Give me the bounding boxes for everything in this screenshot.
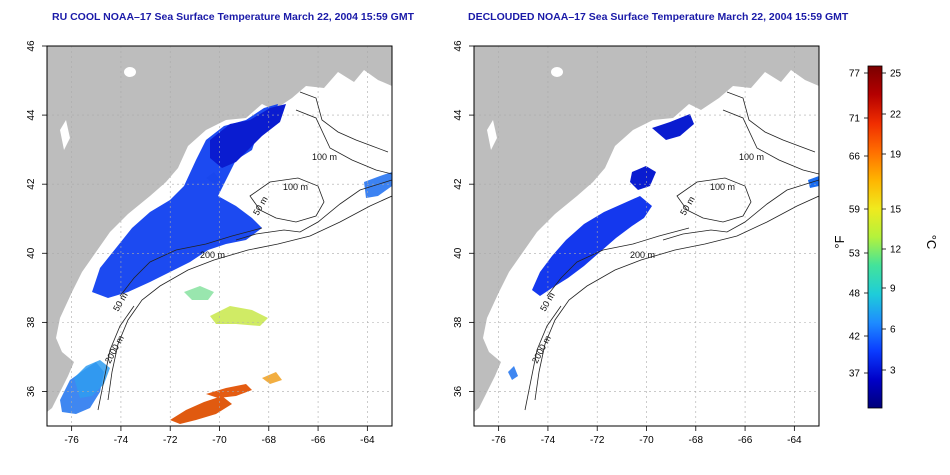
left-axis-ticks: -76 -74 -72 -70 -68 -66 -64 36 38 40 42 44 46 — [26, 40, 375, 446]
lon-tick-label: -66 — [311, 435, 326, 446]
left-sst-warm-red-2 — [206, 384, 252, 398]
left-sst-warm-yellow — [210, 306, 268, 326]
lon-tick-label: -74 — [541, 435, 556, 446]
celsius-tick-label: 25 — [890, 69, 902, 80]
left-panel-title: RU COOL NOAA–17 Sea Surface Temperature … — [52, 11, 415, 23]
right-contour-label: 200 m — [630, 250, 655, 260]
lat-tick-label: 42 — [26, 178, 37, 190]
lat-tick-label: 38 — [26, 316, 37, 328]
fahrenheit-tick-label: 53 — [849, 249, 861, 260]
fahrenheit-label: °F — [832, 235, 847, 248]
celsius-tick-label: 19 — [890, 150, 902, 161]
right-panel-title: DECLOUDED NOAA–17 Sea Surface Temperatur… — [468, 11, 849, 23]
left-sst-warm-orange — [262, 372, 282, 384]
left-lake — [124, 67, 136, 77]
lat-tick-label: 36 — [26, 385, 37, 397]
right-contour-label: 100 m — [739, 152, 764, 162]
celsius-label: °C — [924, 235, 939, 250]
left-sst-east — [364, 172, 392, 198]
lon-tick-label: -76 — [491, 435, 506, 446]
left-sst-coastal-2 — [74, 360, 110, 398]
left-lake — [60, 120, 70, 150]
right-map-panel: 100 m 100 m 200 m 50 m 50 m 2000 m -76 -7… — [453, 40, 820, 446]
right-sst-coastal — [508, 366, 518, 380]
lon-tick-label: -70 — [212, 435, 227, 446]
left-gridlines — [47, 46, 392, 426]
lon-tick-label: -74 — [114, 435, 129, 446]
right-land — [474, 46, 819, 412]
lon-tick-label: -72 — [163, 435, 178, 446]
celsius-tick-label: 3 — [890, 366, 896, 377]
lon-tick-label: -64 — [360, 435, 375, 446]
celsius-tick-label: 12 — [890, 245, 902, 256]
lon-tick-label: -68 — [262, 435, 277, 446]
lon-tick-label: -66 — [738, 435, 753, 446]
lat-tick-label: 38 — [453, 316, 464, 328]
fahrenheit-tick-label: 42 — [849, 332, 861, 343]
colorbar-gradient — [867, 65, 883, 409]
lat-tick-label: 40 — [453, 247, 464, 259]
fahrenheit-tick-label: 66 — [849, 152, 861, 163]
lat-tick-label: 46 — [453, 40, 464, 52]
lat-tick-label: 42 — [453, 178, 464, 190]
right-lake — [487, 120, 497, 150]
left-land — [47, 46, 392, 412]
left-contour-label: 200 m — [200, 250, 225, 260]
colorbar-ticks: 77 71 66 59 53 48 42 37 25 22 19 15 12 9 6 3 — [849, 69, 902, 380]
lat-tick-label: 36 — [453, 385, 464, 397]
celsius-tick-label: 15 — [890, 205, 902, 216]
left-sst-gom — [210, 104, 286, 168]
celsius-tick-label: 9 — [890, 284, 896, 295]
right-contour-label: 100 m — [710, 182, 735, 192]
left-map-panel: 100 m 100 m 200 m 50 m 50 m 2000 m -76 -7… — [26, 40, 393, 446]
temperature-colorbar: 77 71 66 59 53 48 42 37 25 22 19 15 12 9 6 3 °F °C — [832, 65, 939, 409]
lon-tick-label: -68 — [689, 435, 704, 446]
fahrenheit-tick-label: 77 — [849, 69, 861, 80]
fahrenheit-tick-label: 48 — [849, 289, 861, 300]
left-bathymetry-contours — [97, 91, 392, 411]
fahrenheit-tick-label: 37 — [849, 369, 861, 380]
left-contour-label: 100 m — [312, 152, 337, 162]
right-lake — [551, 67, 563, 77]
lon-tick-label: -64 — [787, 435, 802, 446]
right-sst-gom — [652, 114, 694, 140]
lon-tick-label: -76 — [64, 435, 79, 446]
fahrenheit-tick-label: 71 — [849, 114, 861, 125]
left-sst-warm-red — [170, 396, 232, 424]
celsius-tick-label: 22 — [890, 110, 902, 121]
lon-tick-label: -70 — [639, 435, 654, 446]
lat-tick-label: 46 — [26, 40, 37, 52]
left-contour-label: 100 m — [283, 182, 308, 192]
lat-tick-label: 44 — [26, 109, 37, 121]
lat-tick-label: 40 — [26, 247, 37, 259]
right-sst-shelf — [532, 196, 652, 296]
lon-tick-label: -72 — [590, 435, 605, 446]
right-axis-ticks: -76 -74 -72 -70 -68 -66 -64 36 38 40 42 44 46 — [453, 40, 802, 446]
celsius-tick-label: 6 — [890, 325, 896, 336]
fahrenheit-tick-label: 59 — [849, 205, 861, 216]
lat-tick-label: 44 — [453, 109, 464, 121]
left-sst-warm-green — [184, 286, 214, 300]
right-gridlines — [474, 46, 819, 426]
right-bathymetry-contours — [524, 91, 819, 411]
